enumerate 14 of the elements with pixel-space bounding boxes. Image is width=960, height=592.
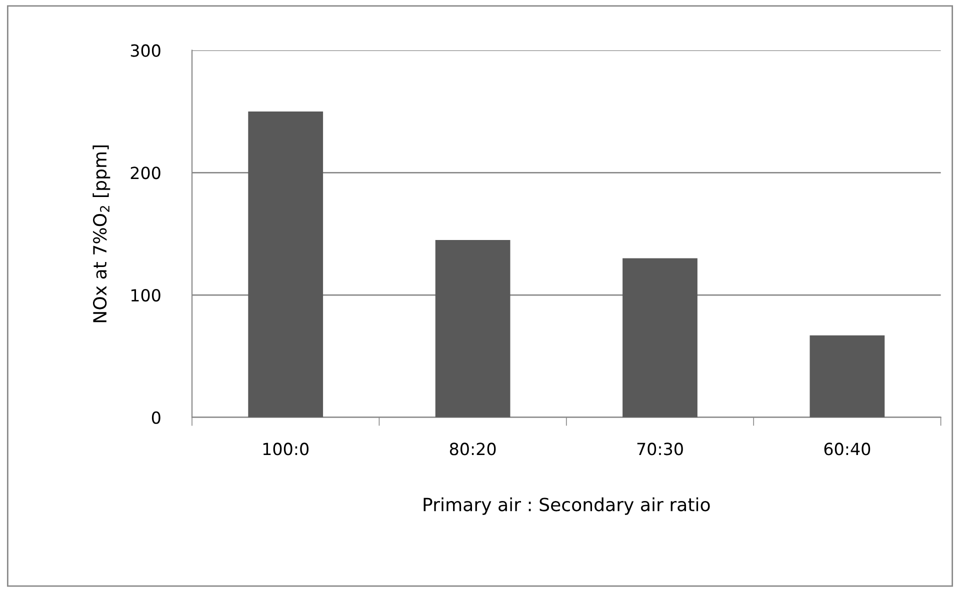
bar [810,335,885,418]
y-tick-label: 300 [130,44,160,57]
x-axis-title: Primary air : Secondary air ratio [424,497,710,515]
x-tick-label: 60:40 [824,442,870,456]
bar [248,111,324,418]
y-tick-label: 200 [130,166,160,180]
y-axis-title: NOx at 7%O$_{2}$ [ppm] [92,145,110,322]
x-tick-label: 100:0 [263,442,309,456]
bar [622,258,698,418]
x-tick-label: 70:30 [637,442,683,456]
bar [435,240,510,418]
y-tick-label: 100 [131,288,160,302]
y-tick-label: 0 [152,411,160,424]
x-tick-label: 80:20 [450,442,496,456]
